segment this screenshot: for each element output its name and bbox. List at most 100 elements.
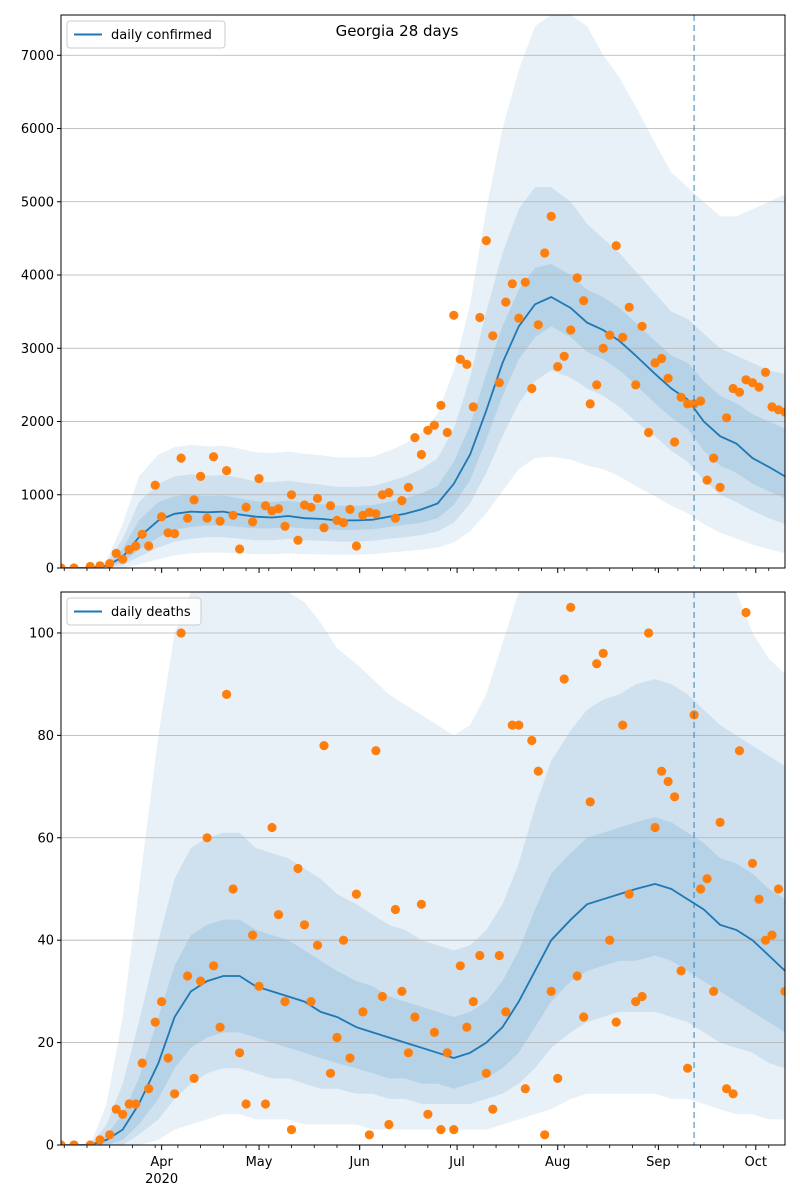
confirmed-point [780, 407, 785, 417]
deaths-ytick-label: 100 [29, 626, 54, 641]
confirmed-point [273, 504, 284, 514]
deaths-band-middle [61, 679, 785, 1145]
confirmed-point [306, 502, 316, 512]
confirmed-point [254, 474, 264, 484]
deaths-point [663, 776, 673, 787]
deaths-point [280, 997, 290, 1007]
deaths-point [416, 899, 426, 909]
deaths-point [631, 997, 641, 1007]
confirmed-axes-frame [60, 14, 786, 569]
confirmed-ytick-label: 2000 [21, 415, 54, 430]
confirmed-point [209, 452, 219, 462]
deaths-point [618, 720, 628, 730]
deaths-point [494, 950, 504, 961]
confirmed-band-outer [61, 15, 785, 568]
deaths-point [157, 997, 167, 1007]
confirmed-point [397, 496, 407, 506]
chart-title: Georgia 28 days [336, 22, 459, 40]
deaths-point [267, 822, 277, 833]
deaths-point [273, 910, 284, 920]
confirmed-legend: daily confirmed [66, 20, 226, 49]
confirmed-legend-label: daily confirmed [111, 28, 212, 43]
deaths-point [196, 976, 206, 986]
deaths-point [299, 920, 310, 930]
confirmed-point [747, 378, 758, 388]
confirmed-point [540, 248, 550, 258]
deaths-ytick-label: 40 [37, 934, 54, 949]
deaths-xtick-label: Jun [349, 1155, 370, 1170]
confirmed-band-middle [61, 187, 785, 568]
deaths-point [241, 1099, 251, 1109]
deaths-point [442, 1048, 452, 1058]
deaths-xtick-label: Aug [545, 1155, 570, 1170]
deaths-legend-label: daily deaths [111, 605, 191, 620]
deaths-point [481, 1068, 491, 1078]
confirmed-point [215, 516, 225, 526]
deaths-point [358, 1007, 368, 1017]
deaths-ytick-label: 80 [37, 729, 54, 744]
confirmed-point [533, 320, 543, 330]
deaths-point [61, 1140, 66, 1145]
confirmed-point [754, 382, 764, 392]
deaths-xtick-label: Jul [448, 1155, 465, 1170]
confirmed-point [403, 482, 413, 492]
confirmed-ytick-label: 1000 [21, 488, 54, 503]
confirmed-point [61, 563, 66, 568]
confirmed-ytick-label: 4000 [21, 269, 54, 284]
confirmed-series-line [61, 295, 785, 568]
confirmed-point [468, 402, 478, 412]
confirmed-point [416, 449, 426, 460]
confirmed-point [566, 325, 576, 335]
deaths-point [371, 746, 381, 756]
confirmed-point [170, 529, 180, 539]
deaths-panel: 0 20 40 60 80 100 Apr May Jun Jul Aug Sep Oct 2020 d… [29, 591, 786, 1187]
deaths-point [332, 1032, 342, 1043]
deaths-point [533, 766, 543, 776]
confirmed-x-axis [63, 568, 770, 573]
deaths-point [163, 1053, 173, 1063]
confirmed-point [455, 354, 465, 364]
confirmed-ytick-label: 6000 [21, 122, 54, 137]
deaths-point [306, 997, 316, 1007]
deaths-point [760, 935, 771, 945]
confirmed-point [501, 297, 511, 307]
confirmed-point [105, 559, 115, 568]
deaths-point [559, 674, 569, 684]
confirmed-point [683, 399, 693, 409]
confirmed-point [605, 330, 615, 340]
confirmed-point [144, 541, 154, 551]
deaths-axes-frame [60, 591, 786, 1146]
deaths-legend-box [66, 597, 202, 626]
deaths-point [85, 1140, 95, 1145]
deaths-point [527, 735, 537, 746]
deaths-point [189, 1073, 199, 1083]
confirmed-point [384, 488, 394, 498]
deaths-point [520, 1084, 530, 1094]
deaths-point [319, 741, 329, 751]
deaths-point [377, 991, 387, 1002]
deaths-point [546, 986, 556, 997]
confirmed-point [338, 518, 349, 528]
confirmed-point [696, 396, 706, 406]
confirmed-ytick-label: 7000 [21, 49, 54, 64]
deaths-point [202, 833, 212, 843]
deaths-point [501, 1007, 511, 1017]
confirmed-point [85, 561, 95, 568]
confirmed-point [442, 427, 452, 438]
confirmed-point [760, 367, 771, 377]
deaths-legend: daily deaths [66, 597, 202, 626]
deaths-band-outer [61, 592, 785, 1145]
deaths-year-label: 2020 [145, 1172, 178, 1187]
confirmed-point [481, 236, 491, 246]
deaths-point [124, 1099, 134, 1109]
confirmed-point [429, 420, 439, 430]
confirmed-point [592, 380, 602, 390]
confirmed-point [670, 437, 680, 447]
confirmed-point [650, 358, 660, 368]
deaths-point [702, 874, 712, 884]
deaths-point [390, 904, 400, 915]
deaths-point [605, 935, 615, 945]
deaths-point [650, 822, 660, 833]
confirmed-point [228, 510, 238, 520]
